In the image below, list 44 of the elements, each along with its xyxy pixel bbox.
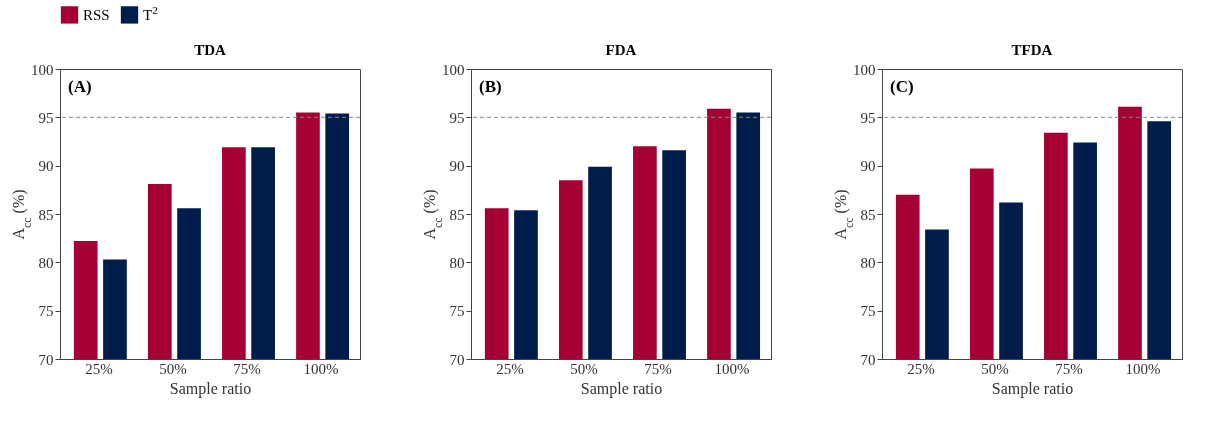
chart-title: FDA — [605, 42, 637, 58]
y-tick-label: 70 — [449, 351, 465, 368]
x-tick-label: 25% — [496, 360, 524, 377]
y-tick-label: 90 — [38, 158, 54, 175]
y-tick-label: 95 — [860, 109, 876, 126]
x-tick-label: 75% — [644, 360, 672, 377]
y-tick-label: 75 — [449, 303, 465, 320]
y-tick-label: 90 — [449, 158, 465, 175]
y-tick-label: 80 — [449, 254, 465, 271]
legend-label: RSS — [83, 6, 110, 23]
x-tick-label: 75% — [1055, 360, 1083, 377]
y-tick-label: 80 — [38, 254, 54, 271]
x-tick-label: 100% — [303, 360, 339, 377]
y-tick-label: 90 — [860, 158, 876, 175]
y-tick-label: 95 — [38, 109, 54, 126]
x-tick-label: 100% — [1125, 360, 1161, 377]
y-tick-label: 80 — [860, 254, 876, 271]
x-axis-title: Sample ratio — [580, 379, 663, 398]
y-tick-label: 100 — [853, 61, 876, 78]
y-tick-label: 85 — [860, 206, 876, 223]
x-tick-label: 50% — [981, 360, 1009, 377]
annotation: (C) — [890, 77, 914, 96]
x-tick-label: 100% — [714, 360, 750, 377]
y-tick-label: 95 — [449, 109, 465, 126]
x-tick-label: 75% — [233, 360, 261, 377]
legend-label: T$^{2}$ — [143, 3, 158, 23]
chart-title: TFDA — [1011, 42, 1053, 58]
x-axis-title: Sample ratio — [169, 379, 252, 398]
y-tick-label: 85 — [449, 206, 465, 223]
annotation: (B) — [479, 77, 502, 96]
y-tick-label: 75 — [860, 303, 876, 320]
x-tick-label: 50% — [570, 360, 598, 377]
x-tick-label: 25% — [85, 360, 113, 377]
x-tick-label: 50% — [159, 360, 187, 377]
y-tick-label: 100 — [31, 61, 54, 78]
x-tick-label: 25% — [907, 360, 935, 377]
y-tick-label: 70 — [38, 351, 54, 368]
chart-title: TDA — [194, 42, 226, 58]
y-tick-label: 70 — [860, 351, 876, 368]
y-tick-label: 85 — [38, 206, 54, 223]
y-tick-label: 100 — [442, 61, 465, 78]
annotation: (A) — [68, 77, 92, 96]
x-axis-title: Sample ratio — [991, 379, 1074, 398]
y-tick-label: 75 — [38, 303, 54, 320]
